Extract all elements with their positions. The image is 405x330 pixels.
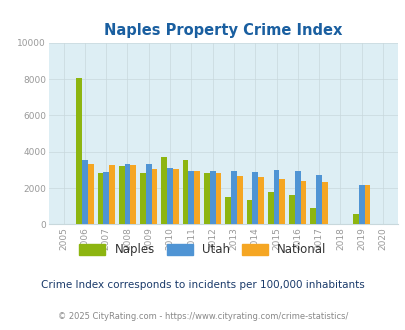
Bar (188, 171, 194, 224)
Bar (97, 173, 103, 224)
Bar (82, 160, 87, 224)
Bar (161, 157, 167, 224)
Bar (300, 181, 306, 224)
Bar (252, 172, 258, 224)
Title: Naples Property Crime Index: Naples Property Crime Index (104, 22, 342, 38)
Bar (273, 170, 279, 224)
Text: © 2025 CityRating.com - https://www.cityrating.com/crime-statistics/: © 2025 CityRating.com - https://www.city… (58, 312, 347, 321)
Bar (194, 171, 200, 224)
Bar (267, 192, 273, 224)
Bar (288, 195, 294, 224)
Bar (119, 166, 124, 224)
Bar (76, 78, 82, 224)
Bar (109, 164, 115, 224)
Bar (124, 164, 130, 224)
Bar (279, 179, 284, 224)
Bar (140, 173, 145, 224)
Bar (209, 171, 215, 224)
Bar (246, 200, 252, 224)
Bar (145, 164, 151, 224)
Bar (204, 173, 209, 224)
Bar (364, 185, 369, 224)
Bar (258, 177, 263, 224)
Bar (230, 171, 236, 224)
Bar (167, 168, 173, 224)
Legend: Naples, Utah, National: Naples, Utah, National (75, 239, 330, 261)
Bar (352, 214, 358, 224)
Bar (225, 197, 230, 224)
Bar (103, 172, 109, 224)
Bar (294, 171, 300, 224)
Bar (358, 185, 364, 224)
Bar (182, 160, 188, 224)
Bar (321, 182, 327, 224)
Bar (215, 173, 221, 224)
Bar (173, 169, 178, 224)
Bar (310, 208, 315, 224)
Bar (315, 176, 321, 224)
Bar (151, 169, 157, 224)
Bar (87, 164, 93, 224)
Bar (236, 176, 242, 224)
Text: Crime Index corresponds to incidents per 100,000 inhabitants: Crime Index corresponds to incidents per… (41, 280, 364, 290)
Bar (130, 164, 136, 224)
